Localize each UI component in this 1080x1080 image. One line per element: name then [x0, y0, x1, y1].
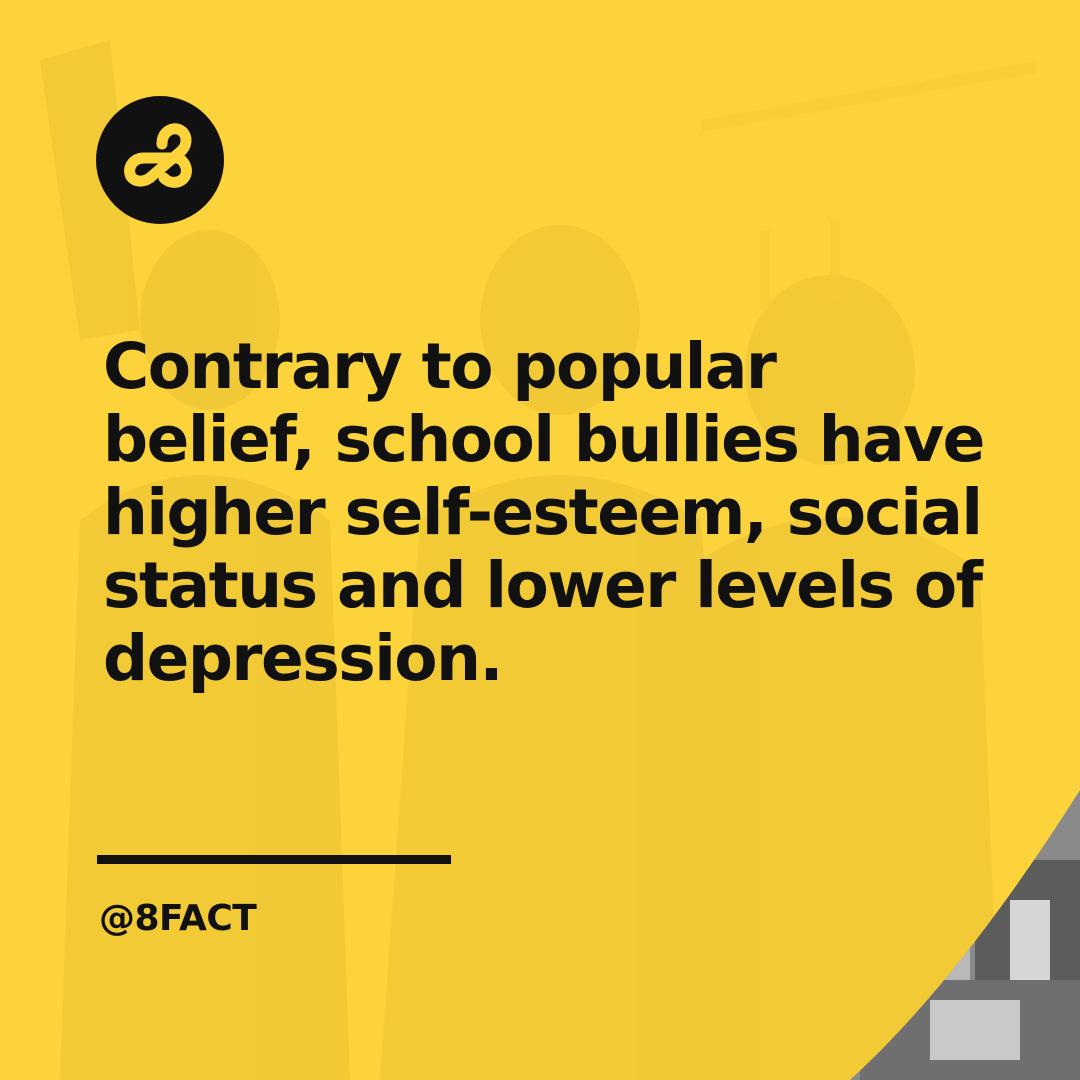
infinity-8-icon: [124, 123, 192, 188]
account-handle: @8FACT: [99, 898, 257, 939]
fact-text: Contrary to popular belief, school bulli…: [103, 330, 985, 695]
divider-rule: [97, 855, 451, 864]
brand-logo: [96, 96, 224, 224]
